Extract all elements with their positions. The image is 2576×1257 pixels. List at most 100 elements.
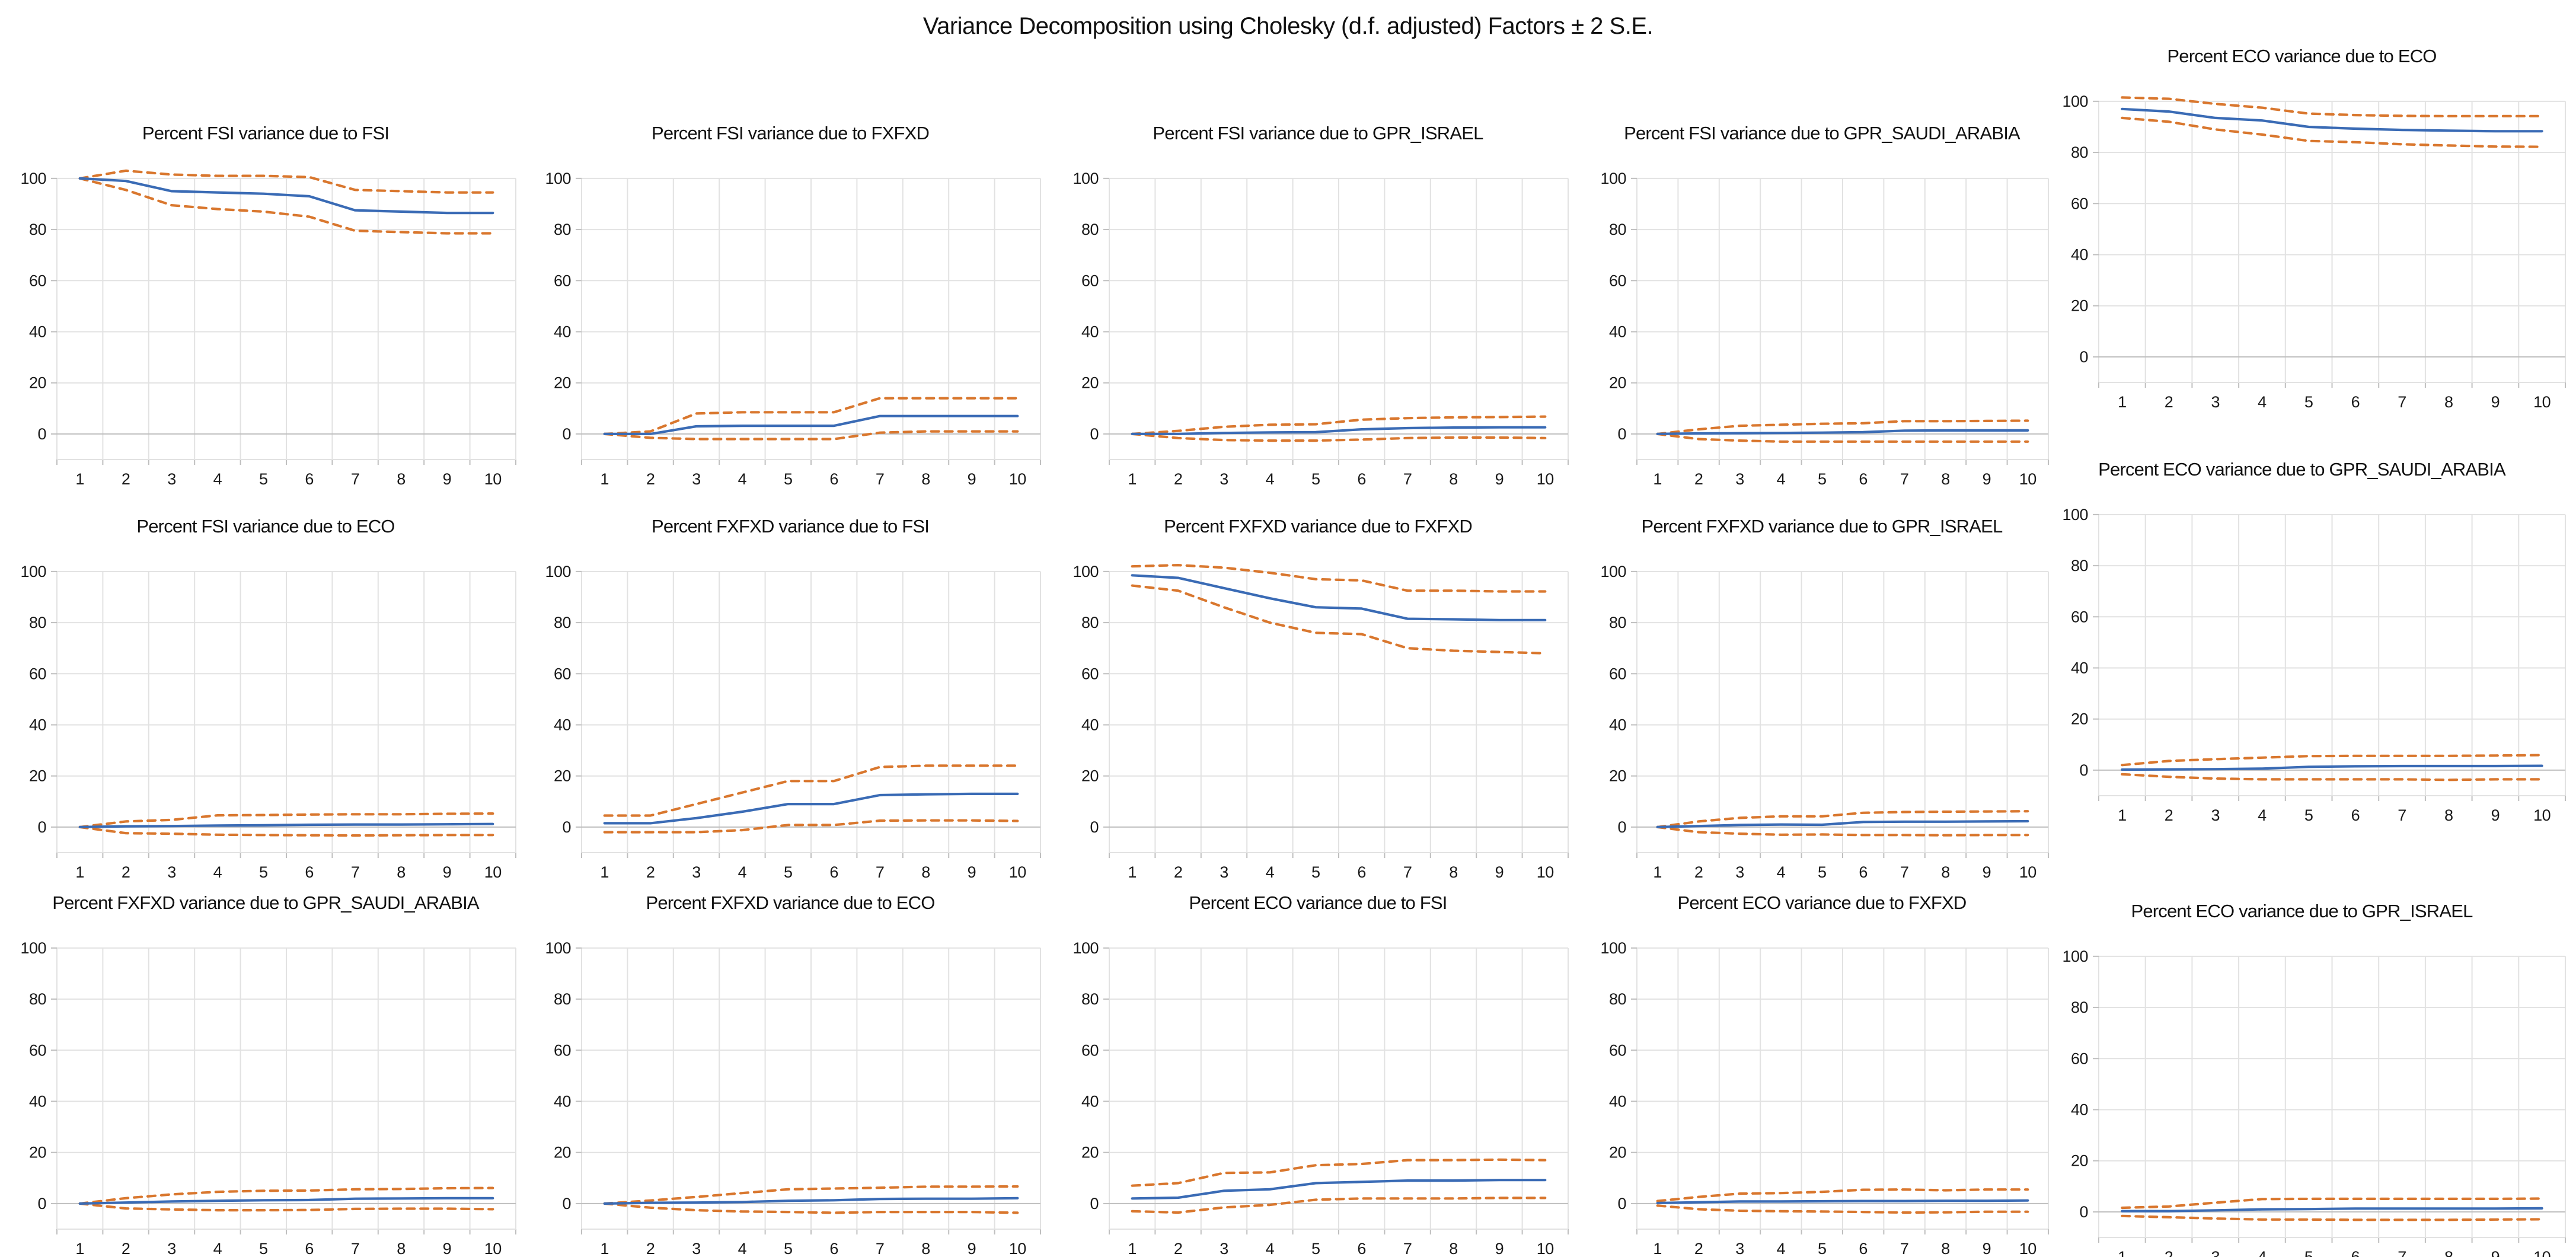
x-tick-label: 1 xyxy=(2118,1248,2127,1257)
x-tick-label: 2 xyxy=(1174,1240,1183,1257)
chart-plot: 0 20 40 60 80 100 1 2 3 4 5 6 7 8 9 10 xyxy=(20,939,516,1257)
y-tick-label: 100 xyxy=(2062,947,2088,965)
upper-se-band-line xyxy=(1131,563,1547,593)
y-tick-label: 0 xyxy=(37,425,46,443)
x-tick-label: 6 xyxy=(1859,863,1868,881)
x-tick-label: 10 xyxy=(2019,470,2036,488)
y-tick-label: 20 xyxy=(29,767,46,785)
x-tick-label: 2 xyxy=(646,1240,655,1257)
x-tick-label: 3 xyxy=(1735,1240,1744,1257)
x-tick-label: 7 xyxy=(2398,1248,2406,1257)
chart-plot: 0 20 40 60 80 100 1 2 3 4 5 6 7 8 9 10 xyxy=(1072,170,1569,488)
x-tick-label: 6 xyxy=(2351,393,2360,411)
x-tick-label: 5 xyxy=(2304,393,2313,411)
variance-chart-eco-due-fxfxd: Percent ECO variance due to FXFXD 0 20 40 6… xyxy=(1585,879,2059,1257)
chart-plot: 0 20 40 60 80 100 1 2 3 4 5 6 7 8 9 10 xyxy=(1072,939,1569,1257)
y-tick-label: 80 xyxy=(1609,221,1626,238)
x-tick-label: 9 xyxy=(443,1240,452,1257)
variance-chart-fxfxd-due-gpr-saudi-arabia: Percent FXFXD variance due to GPR_SAUDI_… xyxy=(5,879,526,1257)
x-tick-label: 10 xyxy=(1009,1240,1026,1257)
y-tick-label: 20 xyxy=(29,374,46,392)
chart-plot: 0 20 40 60 80 100 1 2 3 4 5 6 7 8 9 10 xyxy=(2062,92,2566,411)
y-tick-label: 60 xyxy=(1609,1041,1626,1059)
x-tick-label: 8 xyxy=(2444,1248,2453,1257)
x-tick-label: 3 xyxy=(2211,1248,2220,1257)
x-tick-label: 8 xyxy=(397,470,406,488)
y-tick-label: 20 xyxy=(2071,1152,2088,1170)
y-tick-label: 20 xyxy=(1081,374,1099,392)
upper-se-band-line xyxy=(78,169,494,194)
x-tick-label: 5 xyxy=(1311,470,1320,488)
y-tick-label: 100 xyxy=(2062,506,2088,524)
chart-title: Percent FXFXD variance due to FSI xyxy=(651,516,930,537)
mean-line xyxy=(1131,574,1547,621)
x-tick-label: 8 xyxy=(397,863,406,881)
y-tick-label: 20 xyxy=(1609,374,1626,392)
y-tick-label: 20 xyxy=(29,1144,46,1162)
variance-chart-eco-due-gpr-israel: Percent ECO variance due to GPR_ISRAEL 0… xyxy=(2028,888,2576,1257)
variance-chart-fxfxd-due-fxfxd: Percent FXFXD variance due to FXFXD 0 20 4… xyxy=(1057,503,1579,891)
y-tick-label: 100 xyxy=(1072,939,1099,957)
x-tick-label: 10 xyxy=(484,863,502,881)
y-tick-label: 20 xyxy=(2071,710,2088,728)
x-tick-label: 10 xyxy=(484,470,502,488)
y-tick-label: 20 xyxy=(2071,297,2088,315)
x-tick-label: 6 xyxy=(829,863,838,881)
y-tick-label: 0 xyxy=(1617,818,1626,836)
y-tick-label: 40 xyxy=(1081,1092,1099,1110)
x-tick-label: 3 xyxy=(692,863,701,881)
x-tick-label: 8 xyxy=(1941,1240,1950,1257)
mean-line xyxy=(1656,1199,2029,1205)
x-tick-label: 2 xyxy=(122,863,130,881)
y-tick-label: 40 xyxy=(1609,716,1626,733)
x-tick-label: 1 xyxy=(1128,470,1137,488)
y-tick-label: 40 xyxy=(29,716,46,733)
upper-se-band-line xyxy=(603,764,1019,817)
chart-plot: 0 20 40 60 80 100 1 2 3 4 5 6 7 8 9 10 xyxy=(2062,506,2566,824)
x-tick-label: 1 xyxy=(600,863,609,881)
upper-se-band-line xyxy=(1656,810,2029,828)
y-tick-label: 40 xyxy=(29,323,46,340)
x-tick-label: 8 xyxy=(1449,470,1458,488)
upper-se-band-line xyxy=(1131,1158,1547,1187)
x-tick-label: 8 xyxy=(1449,1240,1458,1257)
x-tick-label: 5 xyxy=(259,470,268,488)
y-tick-label: 20 xyxy=(1081,767,1099,785)
variance-chart-eco-due-fsi: Percent ECO variance due to FSI 0 20 40 60 8… xyxy=(1057,879,1579,1257)
x-tick-label: 1 xyxy=(1128,1240,1137,1257)
mean-line xyxy=(603,414,1019,435)
chart-title: Percent FSI variance due to ECO xyxy=(136,516,395,537)
upper-se-band-line xyxy=(1656,419,2029,435)
x-tick-label: 4 xyxy=(1777,470,1786,488)
variance-chart-eco-due-eco: Percent ECO variance due to ECO 0 20 40 60 8… xyxy=(2028,33,2576,421)
x-tick-label: 10 xyxy=(1009,470,1026,488)
x-tick-label: 10 xyxy=(1009,863,1026,881)
mean-line xyxy=(78,177,494,215)
mean-line xyxy=(603,792,1019,825)
x-tick-label: 6 xyxy=(305,470,314,488)
y-tick-label: 60 xyxy=(554,272,571,289)
x-tick-label: 7 xyxy=(351,470,360,488)
upper-se-band-line xyxy=(1656,1188,2029,1202)
x-tick-label: 6 xyxy=(1859,470,1868,488)
mean-line xyxy=(2121,764,2543,771)
x-tick-label: 9 xyxy=(968,863,976,881)
y-tick-label: 100 xyxy=(1072,563,1099,580)
lower-se-band-line xyxy=(1656,432,2029,443)
x-tick-label: 8 xyxy=(921,1240,930,1257)
x-tick-label: 10 xyxy=(2533,806,2551,824)
upper-se-band-line xyxy=(603,1185,1019,1205)
x-tick-label: 4 xyxy=(213,863,222,881)
x-tick-label: 8 xyxy=(1941,863,1950,881)
upper-se-band-line xyxy=(2121,754,2543,767)
x-tick-label: 10 xyxy=(2533,393,2551,411)
y-tick-label: 60 xyxy=(2071,194,2088,212)
y-tick-label: 20 xyxy=(1609,767,1626,785)
x-tick-label: 9 xyxy=(1495,1240,1504,1257)
x-tick-label: 2 xyxy=(1694,863,1703,881)
upper-se-band-line xyxy=(78,812,494,828)
x-tick-label: 9 xyxy=(968,1240,976,1257)
x-tick-label: 6 xyxy=(2351,1248,2360,1257)
x-tick-label: 7 xyxy=(1403,1240,1412,1257)
x-tick-label: 10 xyxy=(1537,863,1554,881)
